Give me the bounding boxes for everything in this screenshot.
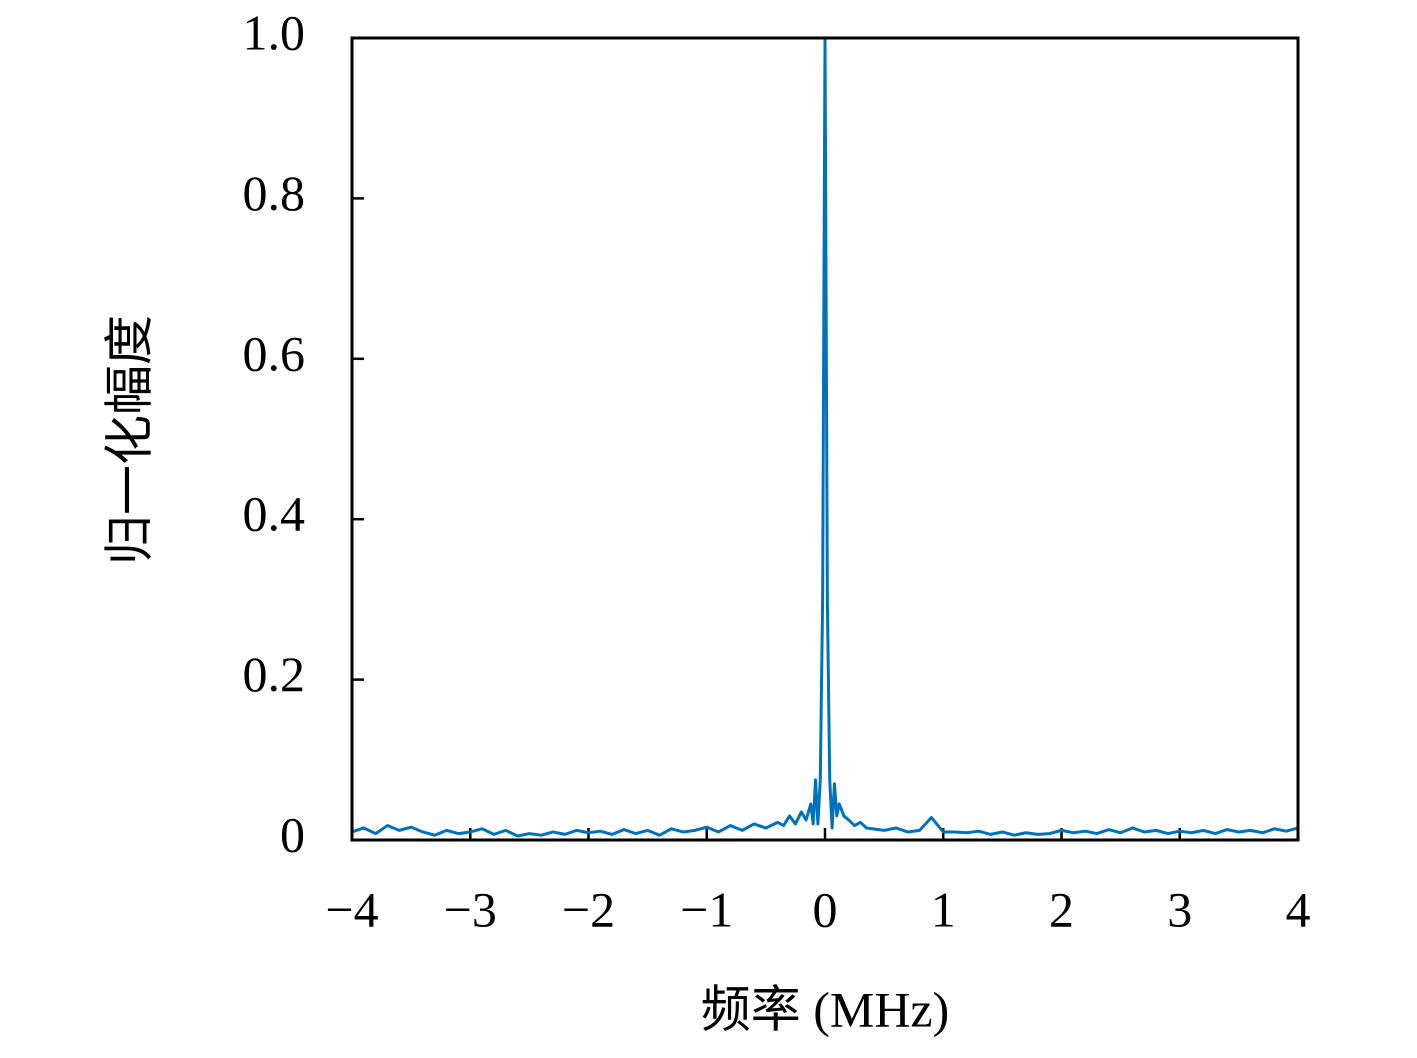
y-tick-label: 0.4 (243, 486, 306, 542)
plot-frame (350, 36, 1300, 842)
y-axis-label: 归一化幅度 (101, 315, 157, 565)
spectrum-line (351, 36, 1299, 838)
x-axis-label: 频率 (MHz) (701, 981, 950, 1037)
y-tick-label: 0.8 (243, 165, 306, 221)
x-tick-label: 2 (1049, 881, 1074, 937)
x-tick-label: −1 (680, 881, 733, 937)
x-tick-label: −2 (562, 881, 615, 937)
x-tick-label: 4 (1286, 881, 1311, 937)
y-tick-label: 0.6 (243, 325, 306, 381)
x-tick-label: 3 (1167, 881, 1192, 937)
y-tick-label: 1.0 (243, 4, 306, 60)
x-tick-label: −3 (444, 881, 497, 937)
y-tick-label: 0.2 (243, 646, 306, 702)
y-tick-label: 0 (280, 806, 305, 862)
x-tick-label: −4 (325, 881, 378, 937)
x-tick-label: 1 (931, 881, 956, 937)
x-tick-label: 0 (813, 881, 838, 937)
